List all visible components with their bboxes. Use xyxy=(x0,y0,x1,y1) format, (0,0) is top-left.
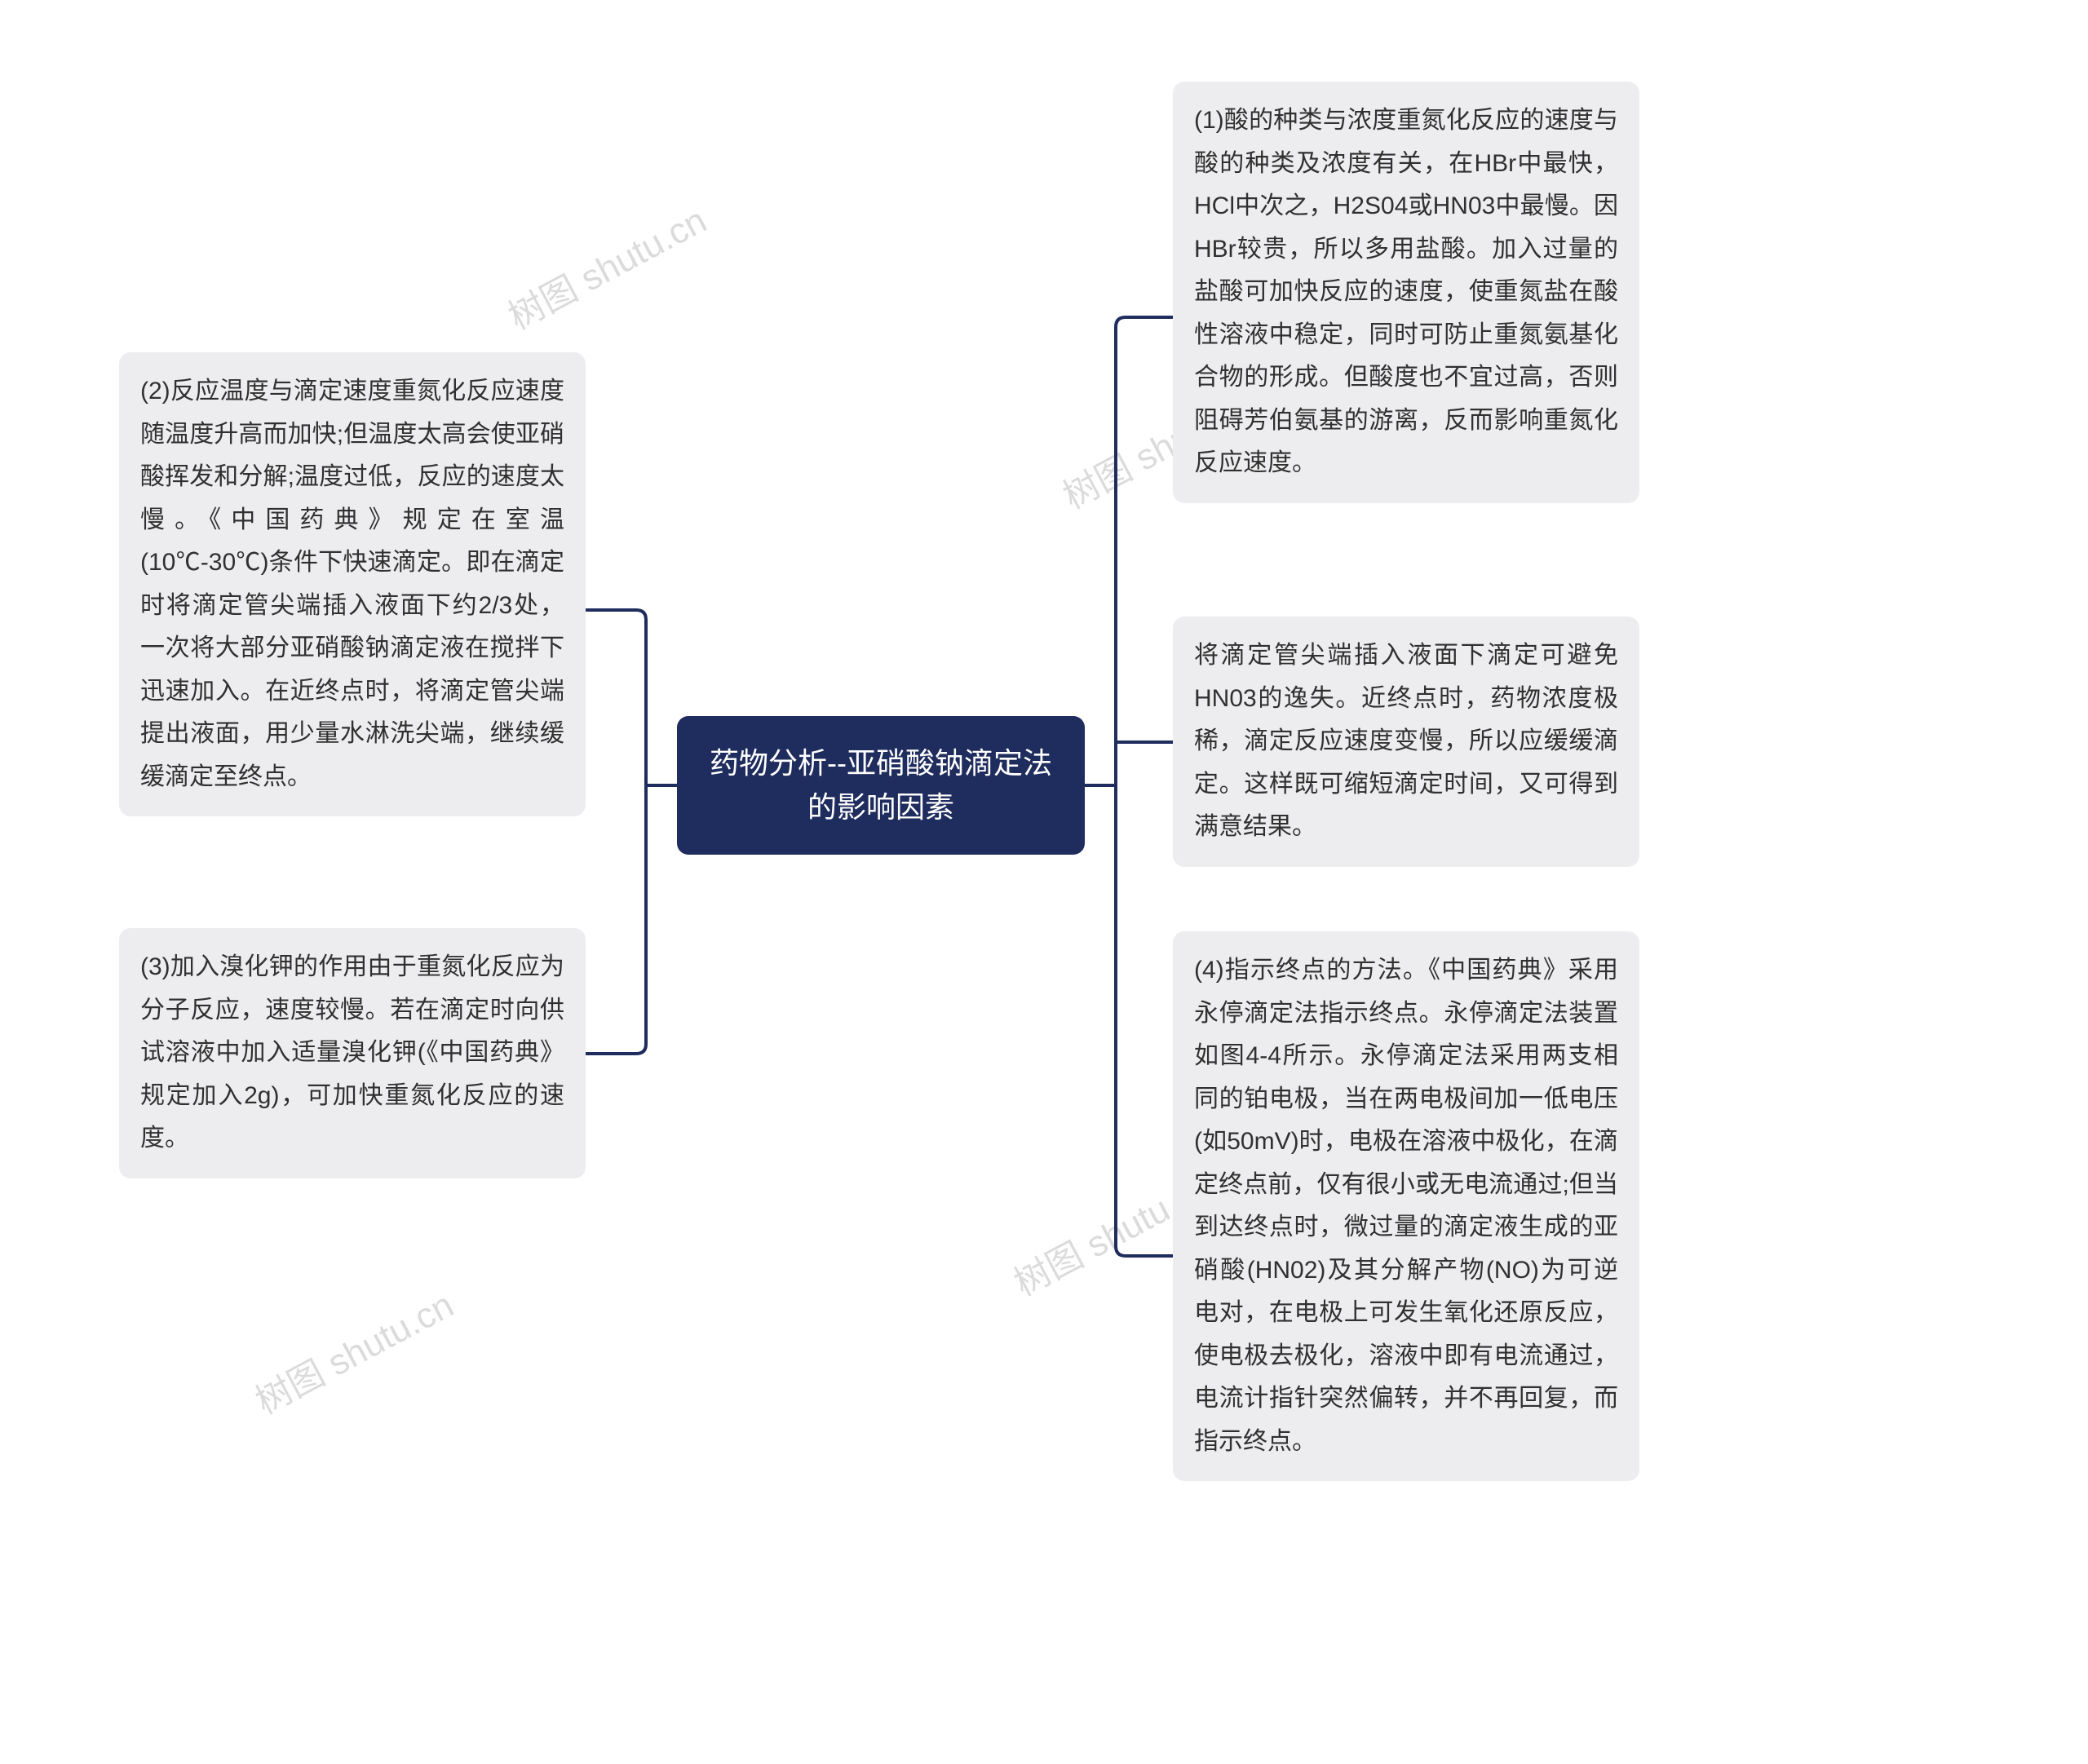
leaf-text: (3)加入溴化钾的作用由于重氮化反应为分子反应，速度较慢。若在滴定时向供试溶液中… xyxy=(140,953,564,1152)
leaf-text: (4)指示终点的方法。《中国药典》采用永停滴定法指示终点。永停滴定法装置如图4-… xyxy=(1194,957,1618,1455)
connectors xyxy=(0,0,2088,1764)
watermark: 树图 shutu.cn xyxy=(245,1276,461,1425)
leaf-node-r1: (1)酸的种类与浓度重氮化反应的速度与酸的种类及浓度有关，在HBr中最快，HCl… xyxy=(1173,82,1639,503)
leaf-node-l2: (3)加入溴化钾的作用由于重氮化反应为分子反应，速度较慢。若在滴定时向供试溶液中… xyxy=(119,928,586,1178)
leaf-text: 将滴定管尖端插入液面下滴定可避免HN03的逸失。近终点时，药物浓度极稀，滴定反应… xyxy=(1194,642,1618,840)
center-node: 药物分析--亚硝酸钠滴定法的影响因素 xyxy=(677,716,1085,855)
leaf-node-r2: 将滴定管尖端插入液面下滴定可避免HN03的逸失。近终点时，药物浓度极稀，滴定反应… xyxy=(1173,617,1639,867)
mindmap-canvas: 树图 shutu.cn 树图 shutu.cn 树图 shutu.cn 树图 s… xyxy=(0,0,2088,1764)
leaf-node-l1: (2)反应温度与滴定速度重氮化反应速度随温度升高而加快;但温度太高会使亚硝酸挥发… xyxy=(119,352,586,816)
leaf-text: (1)酸的种类与浓度重氮化反应的速度与酸的种类及浓度有关，在HBr中最快，HCl… xyxy=(1194,107,1618,476)
leaf-node-r3: (4)指示终点的方法。《中国药典》采用永停滴定法指示终点。永停滴定法装置如图4-… xyxy=(1173,931,1639,1481)
watermark: 树图 shutu.cn xyxy=(498,192,714,340)
center-node-text: 药物分析--亚硝酸钠滴定法的影响因素 xyxy=(703,741,1059,829)
leaf-text: (2)反应温度与滴定速度重氮化反应速度随温度升高而加快;但温度太高会使亚硝酸挥发… xyxy=(140,378,564,790)
